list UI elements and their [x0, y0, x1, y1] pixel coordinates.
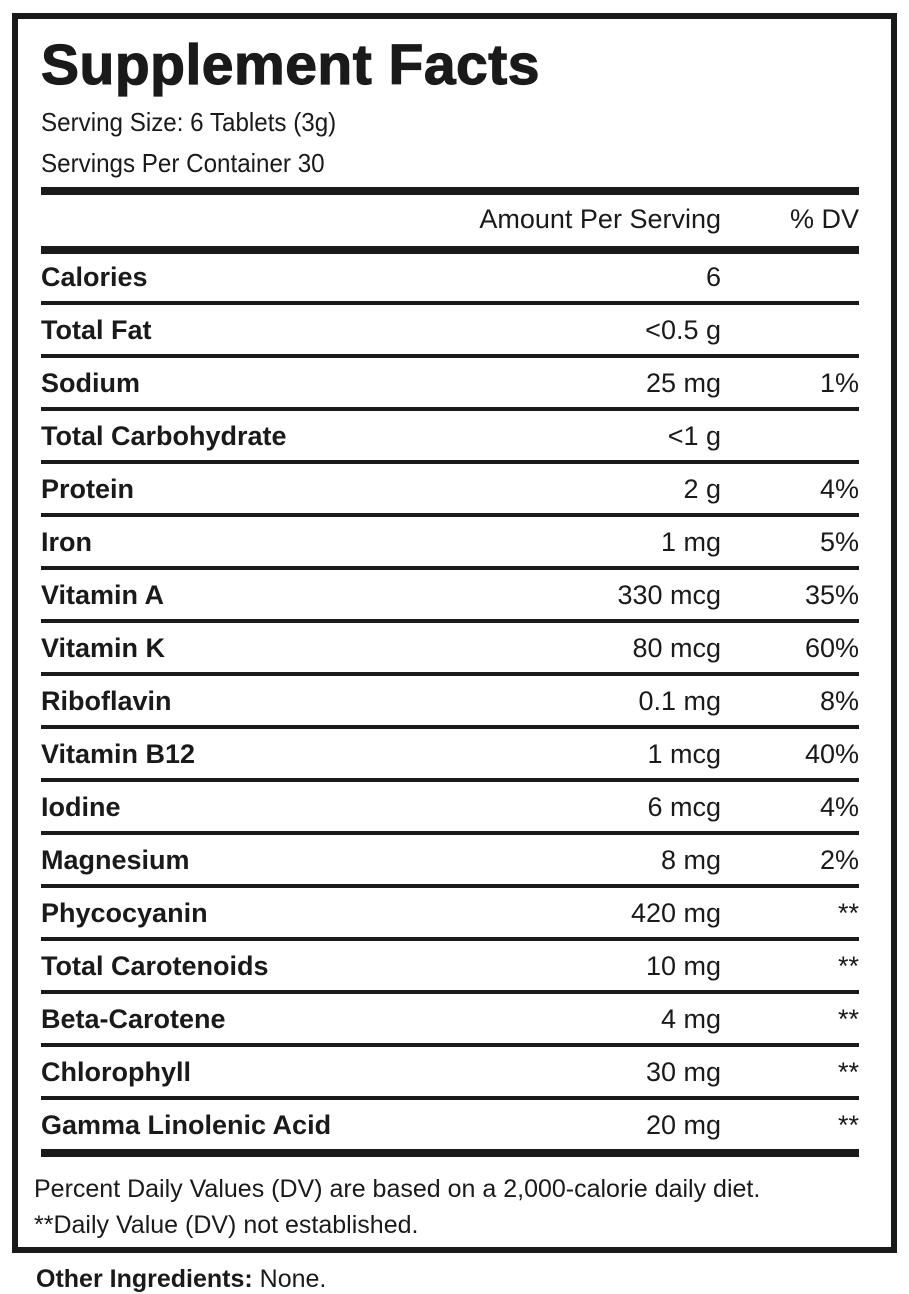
nutrient-dv: ** — [837, 1110, 859, 1140]
table-row: Iron 1 mg 5% — [41, 517, 859, 570]
table-row: Phycocyanin 420 mg ** — [41, 888, 859, 941]
nutrient-name: Iron — [41, 527, 92, 557]
other-ingredients-label: Other Ingredients: — [36, 1265, 253, 1293]
nutrient-amount: 1 mcg — [647, 739, 721, 769]
nutrient-amount: <0.5 g — [645, 315, 721, 345]
nutrient-amount: <1 g — [667, 421, 721, 451]
nutrient-amount: 20 mg — [645, 1110, 721, 1140]
servings-per-container: Servings Per Container 30 — [41, 148, 325, 178]
other-ingredients: Other Ingredients: None. — [36, 1265, 326, 1294]
nutrient-dv: ** — [837, 1004, 859, 1034]
nutrient-amount: 1 mg — [660, 527, 721, 557]
nutrient-name: Riboflavin — [41, 686, 172, 716]
nutrient-amount: 330 mcg — [617, 580, 721, 610]
table-row: Vitamin K 80 mcg 60% — [41, 623, 859, 676]
dv-header: % DV — [789, 204, 859, 234]
amount-header: Amount Per Serving — [479, 204, 721, 234]
nutrient-name: Beta-Carotene — [41, 1004, 226, 1034]
table-row: Riboflavin 0.1 mg 8% — [41, 676, 859, 729]
nutrient-amount: 0.1 mg — [638, 686, 721, 716]
table-row: Vitamin B12 1 mcg 40% — [41, 729, 859, 782]
nutrient-amount: 6 mcg — [647, 792, 721, 822]
nutrient-name: Iodine — [41, 792, 121, 822]
nutrient-amount: 4 mg — [660, 1004, 721, 1034]
nutrient-amount: 2 g — [683, 474, 721, 504]
nutrient-name: Protein — [41, 474, 135, 504]
table-row: Total Carbohydrate <1 g — [41, 411, 859, 464]
nutrient-name: Sodium — [41, 368, 140, 398]
nutrient-name: Calories — [41, 262, 148, 292]
nutrient-dv: 4% — [819, 474, 859, 504]
nutrient-name: Vitamin B12 — [41, 739, 196, 769]
panel-title: Supplement Facts — [40, 32, 540, 97]
footnote-not-established: **Daily Value (DV) not established. — [34, 1211, 419, 1239]
table-row: Sodium 25 mg 1% — [41, 358, 859, 411]
nutrient-amount: 30 mg — [645, 1057, 721, 1087]
nutrient-amount: 6 — [705, 262, 721, 292]
nutrient-name: Chlorophyll — [41, 1057, 191, 1087]
nutrient-dv: ** — [837, 898, 859, 928]
table-row: Chlorophyll 30 mg ** — [41, 1047, 859, 1100]
other-ingredients-value: None. — [252, 1265, 327, 1293]
nutrient-amount: 8 mg — [660, 845, 721, 875]
nutrient-table: Calories 6 Total Fat <0.5 g Sodium 25 mg 1% Tot… — [41, 252, 859, 1157]
nutrient-name: Magnesium — [41, 845, 190, 875]
nutrient-amount: 420 mg — [630, 898, 721, 928]
nutrient-dv: 60% — [804, 633, 859, 663]
supplement-facts-panel: Supplement Facts Serving Size: 6 Tablets… — [12, 13, 897, 1253]
table-row: Beta-Carotene 4 mg ** — [41, 994, 859, 1047]
table-row: Iodine 6 mcg 4% — [41, 782, 859, 835]
nutrient-name: Phycocyanin — [41, 898, 208, 928]
serving-size: Serving Size: 6 Tablets (3g) — [41, 107, 337, 137]
table-row: Magnesium 8 mg 2% — [41, 835, 859, 888]
nutrient-dv: 5% — [819, 527, 859, 557]
nutrient-amount: 10 mg — [645, 951, 721, 981]
table-row: Calories 6 — [41, 252, 859, 305]
table-row: Total Carotenoids 10 mg ** — [41, 941, 859, 994]
divider-thick — [41, 187, 859, 195]
table-row: Gamma Linolenic Acid 20 mg ** — [41, 1100, 859, 1157]
table-row: Total Fat <0.5 g — [41, 305, 859, 358]
column-header: Amount Per Serving % DV — [41, 194, 859, 244]
table-row: Vitamin A 330 mcg 35% — [41, 570, 859, 623]
nutrient-name: Total Carbohydrate — [41, 421, 287, 451]
nutrient-name: Total Carotenoids — [41, 951, 269, 981]
nutrient-dv: 4% — [819, 792, 859, 822]
footnote-dv-basis: Percent Daily Values (DV) are based on a… — [34, 1175, 761, 1203]
nutrient-dv: 8% — [819, 686, 859, 716]
nutrient-dv: ** — [837, 951, 859, 981]
nutrient-name: Gamma Linolenic Acid — [41, 1110, 332, 1140]
table-row: Protein 2 g 4% — [41, 464, 859, 517]
divider-thick — [41, 246, 859, 254]
nutrient-name: Vitamin A — [41, 580, 165, 610]
nutrient-name: Vitamin K — [41, 633, 166, 663]
nutrient-dv: 35% — [804, 580, 859, 610]
nutrient-amount: 80 mcg — [632, 633, 721, 663]
nutrient-dv: ** — [837, 1057, 859, 1087]
nutrient-dv: 2% — [819, 845, 859, 875]
nutrient-amount: 25 mg — [645, 368, 721, 398]
nutrient-name: Total Fat — [41, 315, 152, 345]
nutrient-dv: 1% — [819, 368, 859, 398]
nutrient-dv: 40% — [804, 739, 859, 769]
